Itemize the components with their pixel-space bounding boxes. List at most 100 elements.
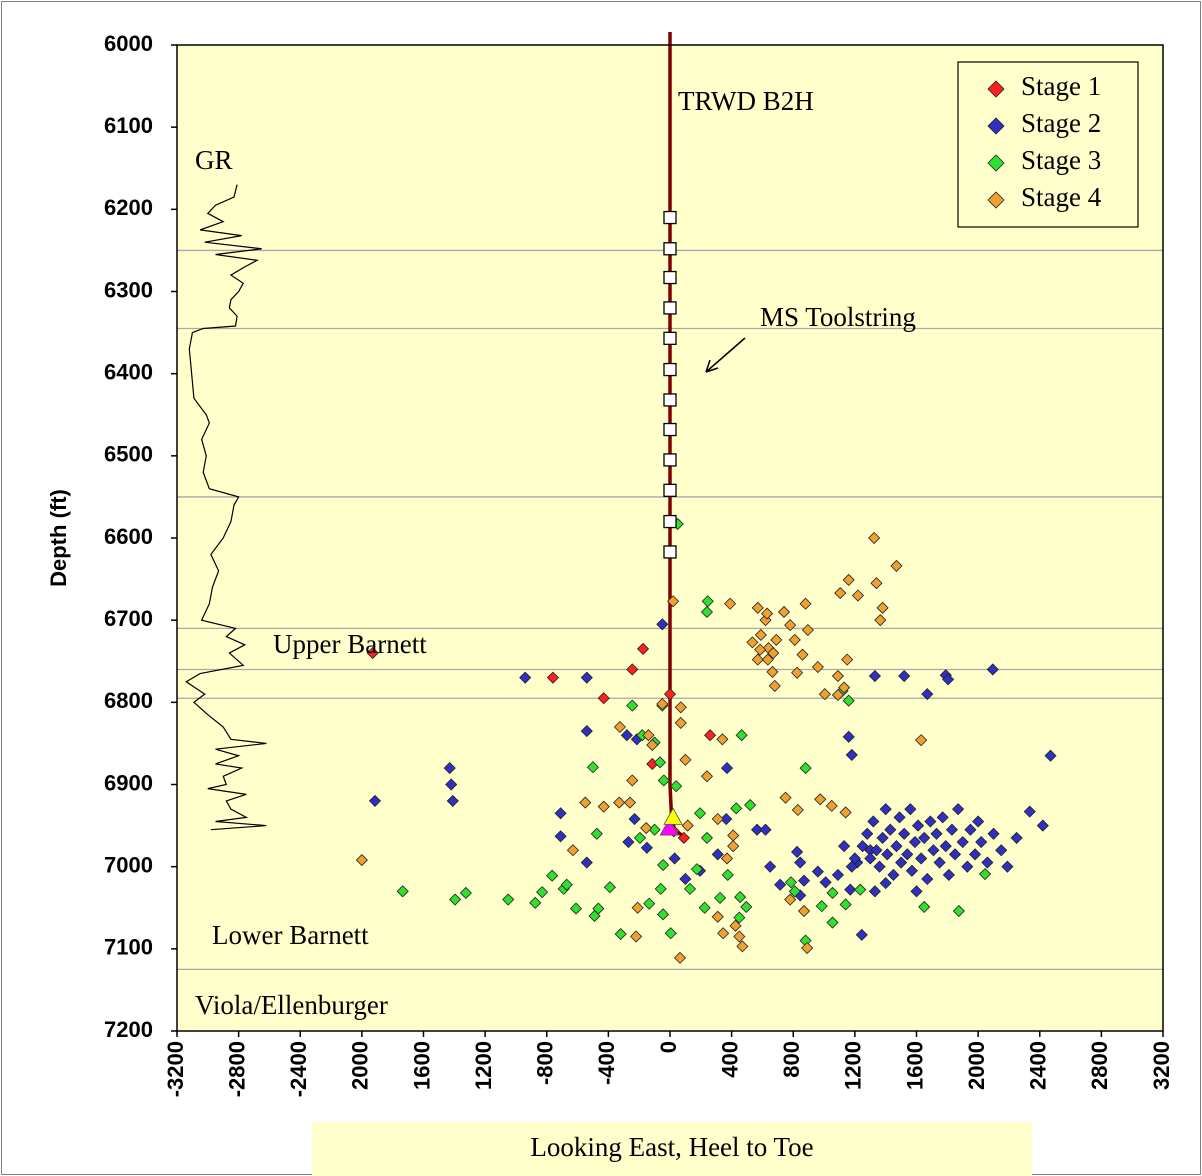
data-point xyxy=(445,778,458,791)
toolstring-receiver xyxy=(663,453,677,467)
data-point xyxy=(887,868,900,881)
data-point xyxy=(654,882,667,895)
data-point xyxy=(546,671,559,684)
data-point xyxy=(744,798,757,812)
data-point xyxy=(667,595,680,608)
data-point xyxy=(735,729,748,742)
x-tick-label: 2000 xyxy=(964,1041,989,1090)
y-tick-label: 6900 xyxy=(104,770,153,795)
data-point xyxy=(770,633,783,646)
data-point xyxy=(936,811,949,824)
data-point xyxy=(580,725,593,738)
data-point xyxy=(956,835,969,849)
data-point xyxy=(921,688,934,701)
data-point xyxy=(818,688,831,701)
y-tick-label: 6600 xyxy=(104,524,153,549)
x-tick-label: 3200 xyxy=(1149,1041,1174,1090)
toolstring-receiver xyxy=(663,393,677,407)
data-point xyxy=(942,673,955,686)
data-point xyxy=(839,898,852,911)
formation-label: Lower Barnett xyxy=(212,920,369,950)
data-point xyxy=(733,911,746,924)
data-point xyxy=(633,831,647,844)
data-point xyxy=(700,770,714,783)
x-tick-label: 2400 xyxy=(1026,1041,1051,1090)
perf-marker xyxy=(663,807,683,825)
data-point xyxy=(640,841,653,854)
data-point xyxy=(592,902,605,915)
data-point xyxy=(590,827,603,840)
y-tick-label: 7100 xyxy=(104,935,153,960)
data-point xyxy=(679,872,692,886)
data-point xyxy=(366,646,379,660)
data-point xyxy=(720,852,734,865)
data-point xyxy=(968,848,982,861)
data-point xyxy=(614,927,627,941)
data-point xyxy=(826,916,839,929)
data-point xyxy=(449,893,462,906)
data-point xyxy=(838,840,851,853)
data-point xyxy=(767,646,780,660)
data-point xyxy=(750,823,764,836)
data-point xyxy=(972,815,985,828)
x-tick-label: -3200 xyxy=(163,1041,188,1097)
data-point xyxy=(730,802,743,815)
data-point xyxy=(746,636,759,649)
x-tick-label: -2400 xyxy=(286,1041,311,1097)
y-tick-label: 6800 xyxy=(104,688,153,713)
data-point xyxy=(895,856,908,869)
data-point xyxy=(751,653,764,666)
y-tick-label: 6400 xyxy=(104,359,153,384)
data-point xyxy=(868,885,881,898)
data-point xyxy=(536,886,549,899)
data-point xyxy=(546,869,559,882)
data-point xyxy=(623,796,637,809)
data-point xyxy=(815,900,828,913)
data-point xyxy=(961,860,974,873)
x-label-box xyxy=(312,1122,1032,1176)
data-point xyxy=(1023,805,1036,818)
toolstring-receiver xyxy=(663,242,677,256)
data-point xyxy=(683,882,697,895)
data-point xyxy=(642,729,655,742)
data-point xyxy=(842,730,855,743)
data-point xyxy=(788,885,801,898)
data-point xyxy=(952,904,965,918)
legend-label: Stage 1 xyxy=(1021,71,1101,101)
data-point xyxy=(626,774,639,787)
x-tick-label: 2000 xyxy=(348,1041,373,1090)
data-point xyxy=(930,827,943,840)
data-point xyxy=(791,803,804,817)
data-point xyxy=(764,860,777,873)
data-point xyxy=(791,845,804,858)
data-point xyxy=(640,821,653,835)
data-point xyxy=(905,864,918,877)
data-point xyxy=(711,848,724,861)
data-point xyxy=(898,827,911,840)
y-tick-label: 6100 xyxy=(104,113,153,138)
data-point xyxy=(879,877,892,890)
data-point xyxy=(876,831,889,844)
data-point xyxy=(879,803,892,816)
data-point xyxy=(580,671,593,684)
data-point xyxy=(964,823,977,836)
data-point xyxy=(368,794,382,807)
data-point xyxy=(811,865,824,878)
y-tick-label: 6200 xyxy=(104,195,153,220)
data-point xyxy=(797,904,811,918)
data-point xyxy=(933,856,946,869)
data-point xyxy=(554,830,567,843)
data-point xyxy=(801,941,814,955)
data-point xyxy=(554,807,567,820)
data-point xyxy=(620,729,633,742)
toolstring-arrow xyxy=(705,337,746,373)
data-point xyxy=(396,885,409,898)
toolstring-receiver xyxy=(663,483,677,497)
x-tick-label: -2800 xyxy=(224,1041,249,1097)
data-point xyxy=(674,701,687,714)
data-point xyxy=(861,827,874,840)
data-point xyxy=(646,738,659,752)
data-point xyxy=(826,886,839,900)
gr-label: GR xyxy=(195,145,233,175)
data-point xyxy=(663,688,677,701)
